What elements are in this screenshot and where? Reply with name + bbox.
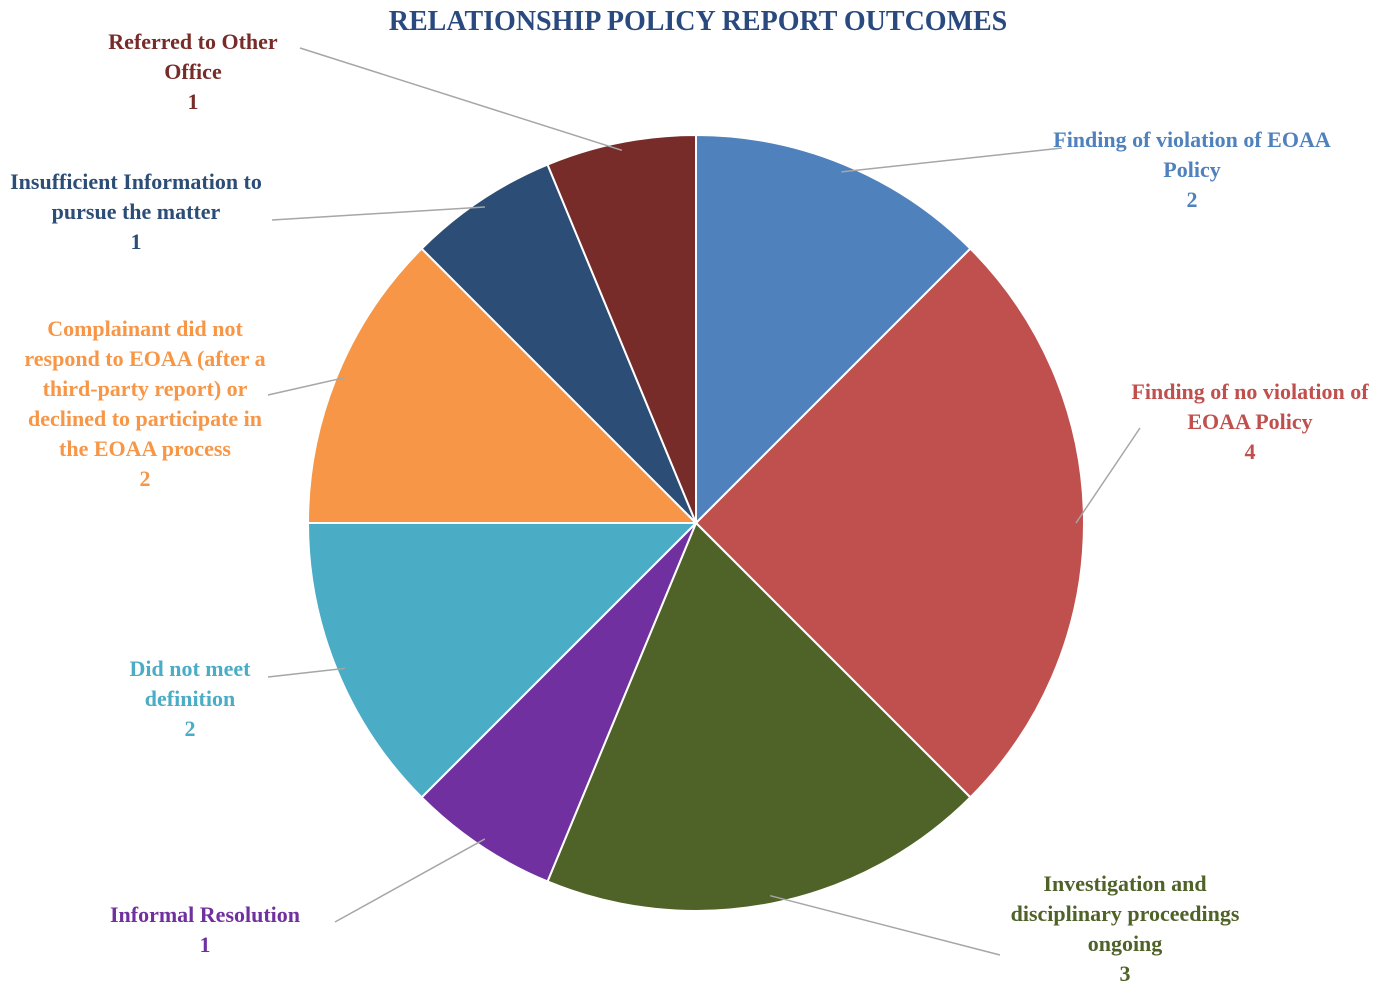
leader-line [299,47,623,152]
leader-line [267,667,346,678]
leader-line [769,894,1001,956]
slice-label: Insufficient Information to pursue the m… [6,167,266,257]
label-category: Finding of no violation of EOAA Policy [1131,379,1369,434]
slice-label: Investigation and disciplinary proceedin… [995,869,1255,989]
label-category: Insufficient Information to pursue the m… [10,169,262,224]
label-value: 1 [187,89,199,114]
slice-label: Informal Resolution 1 [80,900,330,960]
label-value: 2 [1186,187,1198,212]
chart-title: RELATIONSHIP POLICY REPORT OUTCOMES [388,6,1008,37]
pie-slice [546,133,697,524]
label-category: Referred to Other Office [108,29,278,84]
leader-line [267,376,346,396]
slice-label: Finding of violation of EOAA Policy 2 [1042,125,1342,215]
pie-slice [420,522,697,883]
label-category: Finding of violation of EOAA Policy [1053,127,1331,182]
leader-line [841,147,1063,173]
slice-label: Did not meet definition 2 [105,654,275,744]
slice-label: Complainant did not respond to EOAA (aft… [15,314,275,494]
label-value: 3 [1119,961,1131,986]
slice-label: Finding of no violation of EOAA Policy 4 [1115,377,1385,467]
pie-slice [694,247,1085,799]
label-category: Complainant did not respond to EOAA (aft… [24,316,266,461]
label-value: 4 [1244,439,1256,464]
slice-label: Referred to Other Office 1 [78,27,308,117]
label-value: 1 [199,932,211,957]
label-value: 1 [130,229,142,254]
pie-slice [306,247,699,524]
label-value: 2 [184,716,196,741]
label-category: Did not meet definition [129,656,251,711]
pie-slice [546,521,972,912]
leader-line [271,206,485,221]
leader-line [1075,427,1141,524]
label-category: Informal Resolution [109,902,301,927]
label-value: 2 [139,466,151,491]
label-category: Investigation and disciplinary proceedin… [1010,871,1240,956]
pie-slice [420,163,697,524]
leader-line [334,838,486,923]
pie-slice [306,522,699,799]
pie-slice [695,133,972,526]
